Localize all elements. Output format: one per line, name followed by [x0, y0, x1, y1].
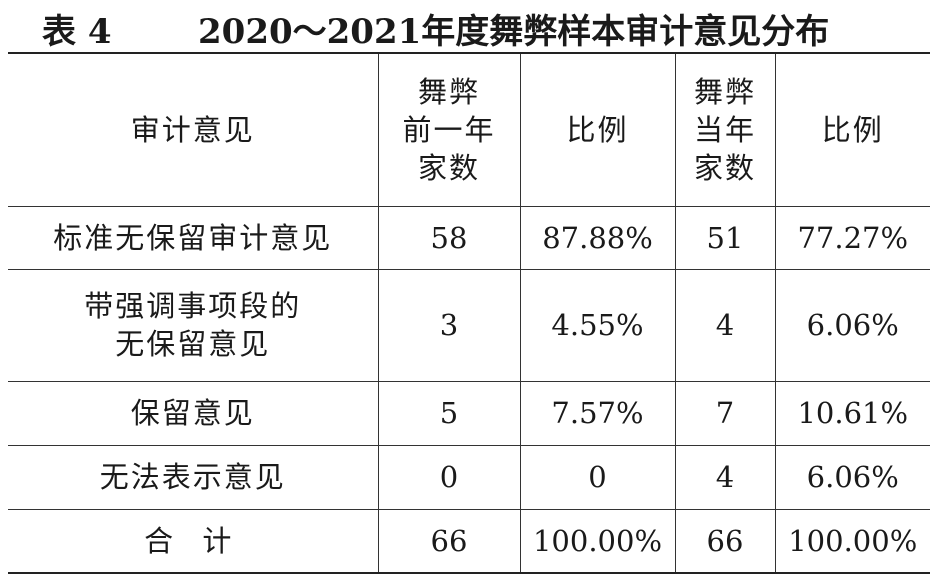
cell-prev-count: 58 [378, 206, 521, 270]
header-opinion: 审计意见 [8, 52, 379, 207]
audit-opinion-table: 审计意见 舞弊 前一年 家数 比例 舞弊 当年 家数 比例 标准无保留审计意见 … [8, 52, 930, 574]
cell-curr-ratio: 6.06% [775, 445, 930, 510]
cell-curr-ratio: 10.61% [775, 381, 930, 446]
cell-prev-ratio: 7.57% [520, 381, 676, 446]
cell-curr-count: 7 [675, 381, 776, 446]
cell-curr-count: 66 [675, 509, 776, 574]
cell-prev-ratio: 100.00% [520, 509, 676, 574]
header-prev-count-line: 舞弊 [417, 74, 480, 109]
cell-prev-count: 66 [378, 509, 521, 574]
table-row: 无法表示意见 0 0 4 6.06% [8, 445, 930, 510]
total-row: 合 计 66 100.00% 66 100.00% [8, 509, 930, 574]
header-curr-count-line: 当年 [693, 112, 756, 147]
cell-prev-count: 3 [378, 269, 521, 382]
cell-total-label: 合 计 [8, 509, 379, 574]
table-row: 带强调事项段的 无保留意见 3 4.55% 4 6.06% [8, 269, 930, 382]
cell-curr-count: 51 [675, 206, 776, 270]
cell-curr-count: 4 [675, 445, 776, 510]
header-curr-count-line: 舞弊 [693, 74, 756, 109]
header-prev-count: 舞弊 前一年 家数 [378, 52, 521, 207]
cell-opinion: 带强调事项段的 无保留意见 [8, 269, 379, 382]
cell-opinion-line: 无保留意见 [115, 327, 271, 361]
table-caption: 表 4 2020～2021年度舞弊样本审计意见分布 [0, 0, 938, 52]
header-curr-count-line: 家数 [693, 150, 756, 185]
cell-opinion: 标准无保留审计意见 [8, 206, 379, 270]
cell-prev-count: 5 [378, 381, 521, 446]
cell-prev-ratio: 4.55% [520, 269, 676, 382]
header-prev-count-line: 家数 [417, 150, 480, 185]
table-title: 2020～2021年度舞弊样本审计意见分布 [198, 12, 830, 52]
table-number: 表 4 [42, 12, 112, 52]
cell-curr-ratio: 100.00% [775, 509, 930, 574]
cell-prev-count: 0 [378, 445, 521, 510]
header-prev-count-line: 前一年 [402, 112, 496, 147]
table-row: 标准无保留审计意见 58 87.88% 51 77.27% [8, 206, 930, 270]
header-row: 审计意见 舞弊 前一年 家数 比例 舞弊 当年 家数 比例 [8, 52, 930, 207]
cell-opinion-line: 带强调事项段的 [84, 289, 302, 323]
cell-curr-count: 4 [675, 269, 776, 382]
header-prev-ratio: 比例 [520, 52, 676, 207]
cell-prev-ratio: 87.88% [520, 206, 676, 270]
cell-prev-ratio: 0 [520, 445, 676, 510]
table-row: 保留意见 5 7.57% 7 10.61% [8, 381, 930, 446]
header-curr-ratio: 比例 [775, 52, 930, 207]
header-curr-count: 舞弊 当年 家数 [675, 52, 776, 207]
cell-curr-ratio: 6.06% [775, 269, 930, 382]
cell-opinion: 保留意见 [8, 381, 379, 446]
cell-curr-ratio: 77.27% [775, 206, 930, 270]
cell-opinion: 无法表示意见 [8, 445, 379, 510]
